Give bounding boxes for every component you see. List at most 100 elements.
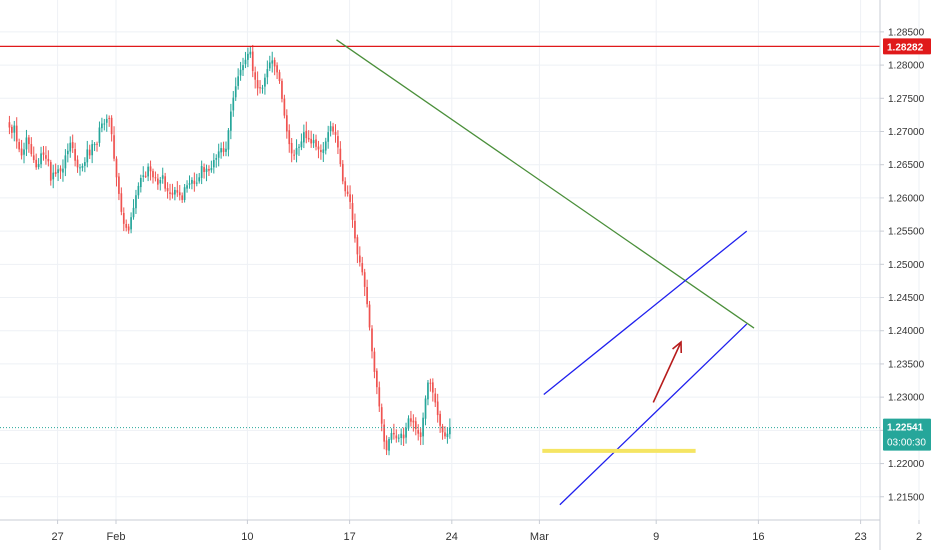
candle-body — [341, 163, 344, 182]
candle-body — [11, 126, 13, 133]
price-tick-label: 1.24000 — [888, 326, 925, 337]
price-tick-label: 1.26000 — [888, 193, 925, 204]
candle-body — [417, 429, 420, 434]
candle-body — [32, 155, 35, 161]
candle-body — [444, 432, 446, 437]
candle-body — [98, 127, 101, 143]
price-tick-label: 1.28500 — [888, 27, 925, 38]
candle-body — [434, 393, 437, 403]
candle-body — [15, 125, 18, 142]
candle-body — [376, 370, 378, 388]
candle-body — [64, 155, 67, 169]
candle-body — [256, 80, 259, 89]
candle-body — [57, 169, 59, 174]
candle-body — [285, 115, 288, 132]
candle-body — [315, 139, 317, 147]
candle-body — [13, 125, 16, 133]
candle-body — [273, 59, 276, 67]
candle-body — [329, 126, 332, 132]
candle-body — [393, 432, 395, 435]
candle-body — [132, 207, 135, 218]
candle-body — [161, 175, 164, 179]
candle-body — [422, 417, 424, 437]
candle-body — [69, 142, 72, 152]
candle-body — [237, 76, 240, 86]
candle-body — [395, 435, 398, 439]
candle-body — [295, 148, 298, 155]
candle-body — [20, 148, 23, 156]
candle-body — [217, 151, 220, 158]
candle-body — [334, 132, 337, 135]
candle-body — [105, 118, 108, 123]
candle-body — [166, 188, 169, 192]
candle-body — [429, 382, 432, 384]
up-arrow-icon[interactable] — [652, 341, 682, 403]
candle-body — [62, 168, 64, 173]
candle-body — [402, 434, 405, 439]
candle-body — [84, 162, 86, 166]
channel-lower-line[interactable] — [559, 323, 748, 506]
candle-body — [30, 144, 33, 155]
candle-body — [337, 136, 339, 148]
candles — [8, 44, 451, 456]
candle-body — [54, 172, 57, 174]
drawings[interactable] — [0, 39, 880, 506]
candle-body — [122, 212, 125, 224]
candle-body — [419, 432, 422, 437]
candle-body — [35, 159, 38, 168]
candle-body — [349, 194, 351, 202]
candle-body — [188, 183, 191, 185]
candle-body — [268, 62, 271, 69]
candle-body — [139, 177, 142, 188]
candle-body — [49, 162, 52, 181]
candle-body — [103, 123, 106, 125]
candle-body — [385, 440, 388, 451]
candle-body — [88, 149, 91, 156]
candle-body — [108, 117, 111, 119]
descending-trendline[interactable] — [336, 39, 755, 329]
candle-body — [346, 191, 349, 194]
candle-body — [354, 220, 356, 239]
candle-body — [154, 177, 157, 179]
candle-body — [205, 168, 208, 172]
candle-body — [351, 203, 354, 220]
price-tick-label: 1.28000 — [888, 61, 925, 72]
candle-body — [303, 132, 305, 143]
candle-body — [79, 167, 81, 169]
candle-body — [300, 141, 303, 148]
candle-body — [47, 158, 50, 162]
candle-body — [293, 154, 295, 156]
candle-body — [174, 189, 176, 195]
price-tick-label: 1.23000 — [888, 393, 925, 404]
candle-body — [76, 159, 79, 168]
candle-body — [247, 53, 249, 60]
candle-body — [366, 286, 368, 305]
candle-body — [436, 401, 439, 416]
candle-body — [210, 168, 213, 171]
candle-body — [298, 146, 300, 148]
candle-body — [412, 420, 415, 423]
candle-body — [222, 148, 225, 153]
candle-body — [400, 433, 403, 438]
candle-body — [74, 149, 76, 161]
candle-body — [59, 168, 62, 172]
candle-body — [254, 72, 257, 80]
candle-body — [320, 149, 322, 153]
candle-body — [281, 80, 283, 99]
candle-body — [125, 223, 128, 228]
candle-body — [118, 176, 120, 194]
candle-body — [220, 148, 222, 153]
candle-body — [110, 117, 113, 135]
candle-body — [390, 433, 393, 440]
candle-body — [261, 87, 264, 89]
candle-body — [242, 65, 244, 71]
candle-body — [181, 195, 184, 200]
candle-body — [130, 217, 132, 230]
time-tick-label: 24 — [446, 531, 458, 543]
channel-upper-line[interactable] — [543, 230, 748, 395]
